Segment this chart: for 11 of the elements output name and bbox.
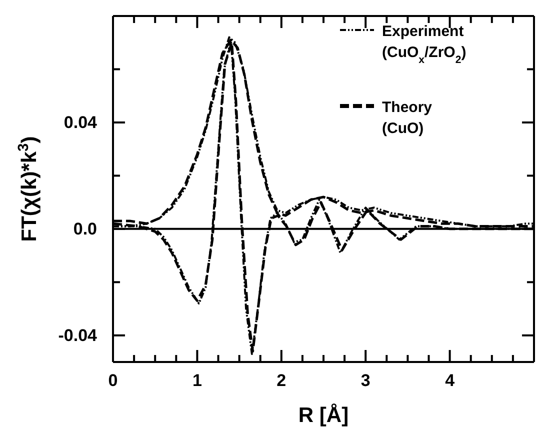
x-tick-label: 0	[108, 371, 118, 390]
y-tick-label: -0.04	[58, 326, 98, 345]
x-tick-label: 2	[276, 371, 286, 390]
y-tick-label: 0.0	[73, 219, 97, 238]
y-tick-label: 0.04	[64, 112, 98, 132]
x-tick-label: 3	[360, 371, 370, 390]
x-tick-label: 4	[445, 371, 456, 390]
x-tick-label: 1	[192, 371, 202, 390]
legend-label: Theory (CuO)	[382, 99, 433, 137]
legend-label: Experiment (CuO$_{x}$/ZrO$_{2}$)	[382, 23, 466, 66]
x-axis-title: R [Å]	[298, 403, 349, 427]
